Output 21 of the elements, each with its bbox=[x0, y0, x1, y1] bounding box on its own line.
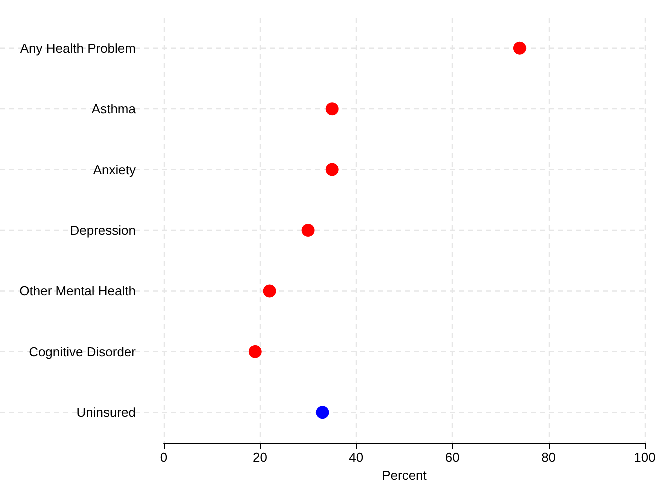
x-tick-label: 40 bbox=[349, 450, 364, 465]
y-tick-label: Other Mental Health bbox=[20, 284, 136, 299]
point bbox=[248, 345, 262, 358]
x-tick-label: 80 bbox=[542, 450, 556, 465]
x-axis-title: Percent bbox=[382, 468, 428, 483]
y-tick-label: Asthma bbox=[92, 102, 137, 117]
x-tick-label: 0 bbox=[160, 450, 168, 465]
y-tick-label: Uninsured bbox=[76, 405, 136, 420]
y-tick-label: Cognitive Disorder bbox=[29, 344, 137, 360]
x-tick-label: 60 bbox=[445, 450, 460, 465]
point bbox=[326, 102, 339, 116]
point bbox=[263, 284, 276, 298]
y-tick-label: Anxiety bbox=[93, 162, 136, 178]
point bbox=[302, 224, 315, 237]
y-tick-label: Depression bbox=[70, 223, 136, 238]
x-tick-label: 100 bbox=[634, 450, 656, 465]
point bbox=[513, 42, 526, 55]
y-tick-label: Any Health Problem bbox=[20, 40, 136, 56]
point bbox=[326, 163, 339, 176]
point bbox=[316, 406, 330, 420]
x-tick-label: 20 bbox=[252, 450, 268, 465]
